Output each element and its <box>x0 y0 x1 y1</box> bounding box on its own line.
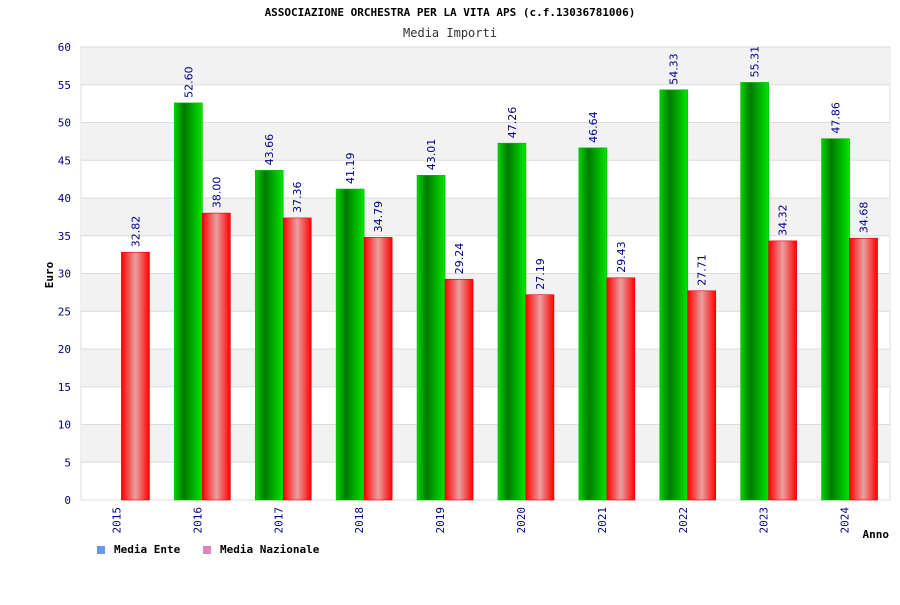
data-label: 47.86 <box>830 102 843 134</box>
x-axis-label: Anno <box>863 528 890 541</box>
legend-swatch-nazionale <box>203 546 211 554</box>
y-tick-label: 25 <box>58 305 71 318</box>
data-label: 32.82 <box>129 216 142 248</box>
data-label: 54.33 <box>668 53 681 85</box>
y-tick-label: 55 <box>58 79 71 92</box>
data-label: 38.00 <box>210 177 223 209</box>
y-tick-label: 40 <box>58 192 71 205</box>
data-label: 34.32 <box>777 204 790 236</box>
y-tick-label: 20 <box>58 343 71 356</box>
y-axis-label: Euro <box>43 261 56 288</box>
data-label: 27.71 <box>696 254 709 286</box>
data-label: 52.60 <box>182 66 195 98</box>
legend-label-nazionale: Media Nazionale <box>220 543 320 556</box>
x-tick-label: 2016 <box>191 507 204 534</box>
data-labels-group: 32.82 52.60 38.00 43.66 37.36 41.19 34.79 43.01… <box>129 46 870 290</box>
x-tick-label: 2023 <box>758 507 771 534</box>
y-tick-label: 5 <box>64 456 71 469</box>
bar-nazionale-2021 <box>606 277 636 501</box>
data-label: 43.01 <box>425 139 438 171</box>
x-tick-label: 2021 <box>596 507 609 534</box>
y-tick-label: 45 <box>58 154 71 167</box>
x-tick-label: 2019 <box>434 507 447 534</box>
legend-swatch-ente <box>97 546 105 554</box>
data-label: 29.43 <box>615 241 628 273</box>
bar-nazionale-2019 <box>444 278 474 501</box>
bar-nazionale-2023 <box>768 240 797 501</box>
y-tick-label: 15 <box>58 381 71 394</box>
bar-ente-2022 <box>659 89 689 501</box>
x-tick-label: 2018 <box>353 507 366 534</box>
y-tick-labels: 0 5 10 15 20 25 30 35 40 45 50 55 60 <box>58 41 71 507</box>
data-label: 37.36 <box>291 181 304 213</box>
y-tick-label: 50 <box>58 117 71 130</box>
bar-ente-2017 <box>254 170 284 501</box>
bar-nazionale-2024 <box>849 237 878 501</box>
bar-ente-2021 <box>578 147 608 501</box>
legend-label-ente: Media Ente <box>114 543 181 556</box>
legend: Media Ente Media Nazionale <box>97 543 320 556</box>
bar-nazionale-2018 <box>363 237 393 501</box>
x-tick-label: 2015 <box>110 507 123 534</box>
data-label: 29.24 <box>453 243 466 275</box>
bar-ente-2024 <box>821 138 850 501</box>
data-label: 34.79 <box>372 201 385 233</box>
x-tick-label: 2024 <box>839 507 852 534</box>
data-label: 27.19 <box>534 258 547 290</box>
data-label: 46.64 <box>587 111 600 143</box>
plot-band <box>81 47 890 85</box>
x-tick-label: 2022 <box>677 507 690 534</box>
bar-nazionale-2016 <box>202 212 231 501</box>
bar-nazionale-2017 <box>282 217 312 501</box>
y-tick-label: 10 <box>58 419 71 432</box>
y-tick-label: 30 <box>58 268 71 281</box>
y-tick-label: 60 <box>58 41 71 54</box>
chart-title: ASSOCIAZIONE ORCHESTRA PER LA VITA APS (… <box>265 6 636 19</box>
data-label: 43.66 <box>263 134 276 166</box>
bar-nazionale-2020 <box>525 294 555 501</box>
bar-ente-2020 <box>497 142 527 501</box>
data-label: 34.68 <box>858 202 871 234</box>
bar-ente-2019 <box>416 174 446 501</box>
data-label: 47.26 <box>506 107 519 139</box>
bars-group <box>121 82 878 501</box>
bar-ente-2018 <box>335 188 365 501</box>
x-tick-label: 2017 <box>272 507 285 534</box>
bar-nazionale-2015 <box>121 251 150 501</box>
chart-subtitle: Media Importi <box>403 26 497 40</box>
data-label: 55.31 <box>749 46 762 78</box>
bar-nazionale-2022 <box>687 290 717 501</box>
bar-ente-2023 <box>740 82 769 501</box>
x-tick-label: 2020 <box>515 507 528 534</box>
bar-ente-2016 <box>174 102 203 501</box>
y-tick-label: 0 <box>64 494 71 507</box>
y-tick-label: 35 <box>58 230 71 243</box>
x-tick-labels: 2015 2016 2017 2018 2019 2020 2021 2022 2023 2024 <box>110 507 851 534</box>
data-label: 41.19 <box>344 153 357 185</box>
